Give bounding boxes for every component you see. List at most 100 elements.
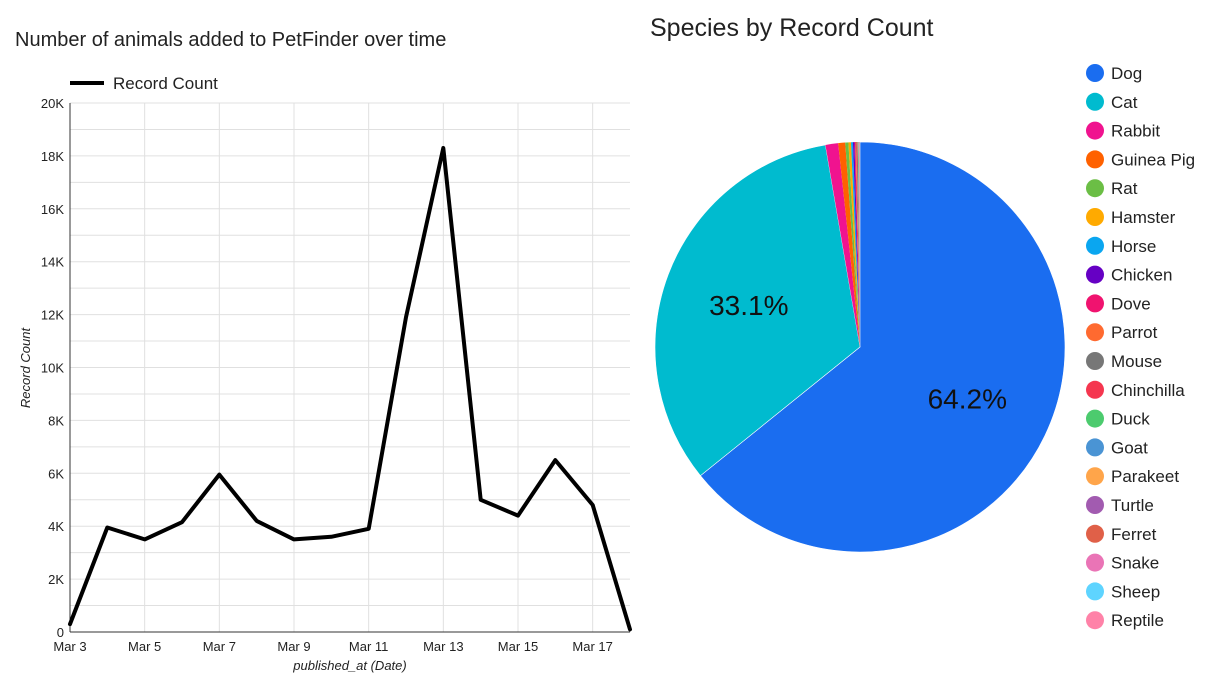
series-line-record-count (68, 146, 632, 632)
legend-item-parakeet: Parakeet (1086, 467, 1179, 486)
legend-item-dove: Dove (1086, 294, 1151, 313)
legend-item-sheep: Sheep (1086, 582, 1160, 601)
pie-slices (654, 141, 1066, 553)
pie-slice-hamster (848, 142, 860, 347)
legend-swatch (1086, 524, 1104, 543)
pie-slice-label-cat: 33.1% (709, 290, 788, 321)
data-point (479, 498, 483, 502)
legend-label: Chicken (1111, 266, 1172, 285)
legend-item-parrot: Parrot (1086, 323, 1158, 342)
data-point (217, 473, 221, 477)
x-tick-label: Mar 15 (498, 639, 538, 654)
data-point (255, 519, 259, 523)
pie-slice-ferret (859, 141, 860, 347)
line-axes (69, 103, 630, 633)
legend-swatch (1086, 467, 1104, 486)
legend-swatch (1086, 179, 1104, 198)
legend-label: Dog (1111, 64, 1142, 83)
legend-swatch (1086, 265, 1104, 284)
data-point (105, 526, 109, 530)
pie-slice-rabbit (825, 143, 860, 347)
y-tick-label: 8K (48, 413, 64, 428)
legend-label: Sheep (1111, 582, 1160, 601)
y-axis-title: Record Count (18, 327, 33, 409)
legend-swatch (1086, 150, 1104, 169)
pie-slice-dog (699, 141, 1066, 553)
pie-slice-chicken (852, 142, 860, 347)
legend-label: Goat (1111, 438, 1148, 457)
y-tick-label: 0 (57, 625, 64, 640)
legend-swatch (1086, 92, 1104, 111)
x-tick-label: Mar 5 (128, 639, 161, 654)
pie-slice-horse (850, 142, 860, 347)
data-point (68, 622, 72, 626)
data-point (628, 627, 632, 631)
x-tick-label: Mar 11 (349, 639, 389, 654)
legend-label: Horse (1111, 237, 1156, 256)
x-tick-label: Mar 3 (53, 639, 86, 654)
pie-slice-turtle (859, 141, 860, 347)
x-tick-label: Mar 17 (572, 639, 612, 654)
data-point (591, 503, 595, 507)
y-tick-label: 20K (41, 96, 64, 111)
legend-label: Snake (1111, 554, 1159, 573)
legend-label: Duck (1111, 410, 1150, 429)
legend-swatch (1086, 121, 1104, 140)
legend-swatch (1086, 611, 1104, 630)
pie-slice-parrot (855, 142, 860, 347)
pie-legend: Dog Cat Rabbit Guinea Pig Rat Hamster Horse Chi… (1086, 64, 1195, 630)
legend-swatch (1086, 496, 1104, 514)
legend-label: Parrot (1111, 323, 1158, 342)
legend-swatch (1086, 352, 1104, 370)
y-tick-label: 6K (48, 466, 64, 481)
legend-swatch (1086, 236, 1104, 255)
legend-label: Mouse (1111, 352, 1162, 371)
legend-label: Rabbit (1111, 122, 1160, 141)
x-tick-label: Mar 9 (277, 639, 310, 654)
legend-item-guinea-pig: Guinea Pig (1086, 150, 1195, 169)
data-point (367, 527, 371, 531)
pie-slice-labels: 64.2% 33.1% (709, 290, 1007, 414)
legend-item-mouse: Mouse (1086, 352, 1162, 371)
data-point (143, 537, 147, 541)
x-tick-label: Mar 13 (423, 639, 463, 654)
pie-slice-goat (858, 142, 860, 347)
pie-slice-chinchilla (857, 142, 860, 347)
legend-item-ferret: Ferret (1086, 524, 1157, 544)
legend-label: Rat (1111, 179, 1138, 198)
y-tick-label: 12K (41, 308, 64, 323)
y-tick-label: 18K (41, 149, 64, 164)
pie-slice-mouse (856, 142, 860, 347)
y-tick-label: 4K (48, 519, 64, 534)
pie-slice-guinea-pig (838, 142, 860, 347)
data-point (292, 537, 296, 541)
legend-label: Dove (1111, 294, 1151, 313)
legend-label: Cat (1111, 93, 1138, 112)
pie-slice-label-dog: 64.2% (928, 383, 1007, 414)
legend-swatch (1086, 323, 1104, 342)
legend-item-rabbit: Rabbit (1086, 121, 1160, 141)
legend-item-chicken: Chicken (1086, 265, 1172, 285)
x-tick-label: Mar 7 (203, 639, 236, 654)
legend-item-rat: Rat (1086, 179, 1138, 198)
legend-label: Guinea Pig (1111, 150, 1195, 169)
legend-label: Turtle (1111, 496, 1154, 515)
series-points-record-count (68, 146, 632, 631)
line-chart-title: Number of animals added to PetFinder ove… (15, 29, 446, 51)
legend-item-hamster: Hamster (1086, 208, 1176, 227)
y-tick-label: 16K (41, 202, 64, 217)
legend-swatch (1086, 438, 1104, 457)
y-tick-label: 10K (41, 361, 64, 376)
pie-slice-dove (854, 142, 860, 347)
data-point (516, 514, 520, 518)
data-point (329, 535, 333, 539)
legend-item-dog: Dog (1086, 64, 1142, 83)
legend-label: Hamster (1111, 208, 1176, 227)
data-point (441, 146, 445, 150)
data-point (553, 458, 557, 462)
legend-item-horse: Horse (1086, 236, 1156, 256)
y-tick-label: 14K (41, 255, 64, 270)
legend-swatch (1086, 64, 1104, 82)
legend-item-reptile: Reptile (1086, 611, 1164, 630)
line-ticks: 0 2K 4K 6K 8K 10K 12K 14K 16K 18K 20K Mar 3 Mar 5 Mar… (41, 96, 613, 654)
